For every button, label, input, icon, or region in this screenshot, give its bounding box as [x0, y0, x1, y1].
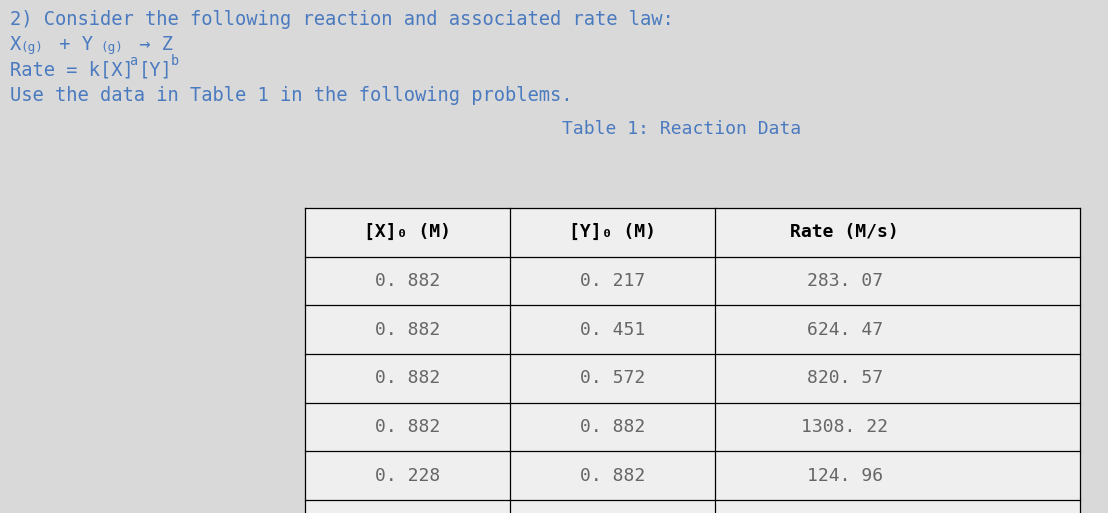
Text: X: X [10, 35, 21, 54]
Text: 0. 882: 0. 882 [375, 418, 440, 436]
Text: (g): (g) [20, 41, 43, 54]
Text: 1308. 22: 1308. 22 [801, 418, 889, 436]
Text: Rate = k[X]: Rate = k[X] [10, 60, 134, 79]
Text: 0. 882: 0. 882 [579, 418, 645, 436]
Text: 820. 57: 820. 57 [807, 369, 883, 387]
Text: → Z: → Z [129, 35, 173, 54]
Text: [Y]: [Y] [138, 60, 173, 79]
Text: Table 1: Reaction Data: Table 1: Reaction Data [562, 120, 801, 138]
Text: [X]₀ (M): [X]₀ (M) [363, 223, 451, 241]
Text: 283. 07: 283. 07 [807, 272, 883, 290]
Text: 0. 882: 0. 882 [375, 369, 440, 387]
Text: 2) Consider the following reaction and associated rate law:: 2) Consider the following reaction and a… [10, 10, 674, 29]
Text: Use the data in Table 1 in the following problems.: Use the data in Table 1 in the following… [10, 86, 573, 105]
Text: [Y]₀ (M): [Y]₀ (M) [568, 223, 656, 241]
Text: Rate (M/s): Rate (M/s) [790, 223, 900, 241]
Text: b: b [171, 54, 179, 68]
Text: a: a [129, 54, 137, 68]
Text: 0. 217: 0. 217 [579, 272, 645, 290]
Text: 0. 882: 0. 882 [375, 272, 440, 290]
Text: + Y: + Y [48, 35, 93, 54]
Text: 0. 228: 0. 228 [375, 467, 440, 485]
Text: 0. 882: 0. 882 [375, 321, 440, 339]
Text: 0. 572: 0. 572 [579, 369, 645, 387]
Text: 0. 451: 0. 451 [579, 321, 645, 339]
Text: 124. 96: 124. 96 [807, 467, 883, 485]
Text: 0. 882: 0. 882 [579, 467, 645, 485]
Text: (g): (g) [100, 41, 123, 54]
Text: 624. 47: 624. 47 [807, 321, 883, 339]
